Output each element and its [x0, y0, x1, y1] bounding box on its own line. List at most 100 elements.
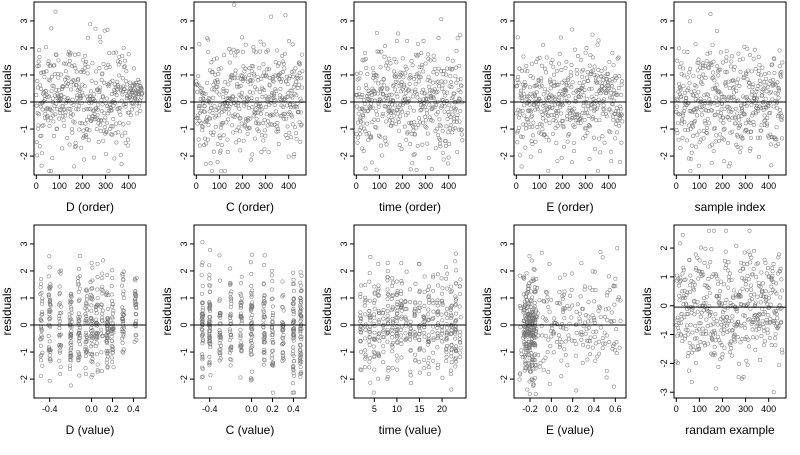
data-point	[776, 141, 781, 146]
data-point	[454, 80, 459, 85]
data-point	[698, 321, 703, 326]
data-point	[762, 71, 767, 76]
data-point	[228, 311, 233, 316]
data-point	[201, 100, 206, 105]
data-point	[408, 326, 413, 331]
data-point	[435, 298, 440, 303]
data-point	[753, 111, 758, 116]
data-point	[218, 150, 223, 155]
data-point	[290, 390, 295, 395]
data-point	[196, 104, 201, 109]
data-point	[443, 79, 448, 84]
data-point	[99, 109, 104, 114]
data-point	[138, 84, 143, 89]
data-point	[271, 93, 276, 98]
y-tick-label: 1	[19, 72, 29, 77]
data-point	[548, 86, 553, 91]
data-point	[593, 99, 598, 104]
data-point	[426, 307, 431, 312]
y-tick-label: 3	[179, 18, 189, 23]
data-point	[396, 117, 401, 122]
data-point	[367, 343, 372, 348]
data-point	[453, 302, 458, 307]
data-point	[386, 66, 391, 71]
data-point	[742, 250, 747, 255]
data-point	[546, 370, 551, 375]
data-point	[53, 87, 58, 92]
data-point	[764, 123, 769, 128]
x-tick-label: 0	[354, 181, 359, 191]
x-tick-label: 300	[578, 181, 593, 191]
data-point	[444, 306, 449, 311]
data-point	[87, 100, 92, 105]
data-point	[403, 91, 408, 96]
data-point	[530, 315, 535, 320]
data-point	[46, 118, 51, 123]
data-point	[761, 86, 766, 91]
data-point	[531, 267, 536, 272]
data-point	[599, 88, 604, 93]
data-point	[585, 130, 590, 135]
data-point	[578, 294, 583, 299]
data-point	[414, 125, 419, 130]
data-point	[244, 102, 249, 107]
data-point	[458, 329, 463, 334]
data-point	[586, 338, 591, 343]
data-point	[773, 91, 778, 96]
data-point	[557, 51, 562, 56]
data-point	[569, 338, 574, 343]
data-point	[388, 110, 393, 115]
data-point	[385, 261, 390, 266]
data-point	[291, 345, 296, 350]
data-point	[200, 374, 205, 379]
data-point	[425, 141, 430, 146]
data-point	[680, 271, 685, 276]
data-point	[574, 341, 579, 346]
data-point	[39, 352, 44, 357]
data-point	[542, 108, 547, 113]
data-point	[385, 377, 390, 382]
data-point	[262, 314, 267, 319]
data-point	[731, 288, 736, 293]
data-point	[280, 350, 285, 355]
data-point	[547, 105, 552, 110]
data-point	[584, 126, 589, 131]
data-point	[546, 138, 551, 143]
data-point	[687, 341, 692, 346]
data-point	[296, 76, 301, 81]
data-point	[377, 49, 382, 54]
data-point	[135, 87, 140, 92]
data-point	[38, 373, 43, 378]
data-point	[217, 347, 222, 352]
data-point	[435, 126, 440, 131]
data-point	[577, 311, 582, 316]
data-point	[562, 306, 567, 311]
data-point	[262, 128, 267, 133]
data-point	[756, 312, 761, 317]
data-point	[766, 296, 771, 301]
data-point	[294, 136, 299, 141]
data-point	[732, 64, 737, 69]
data-point	[678, 146, 683, 151]
data-point	[385, 104, 390, 109]
data-point	[39, 86, 44, 91]
data-point	[367, 308, 372, 313]
data-point	[557, 275, 562, 280]
data-point	[57, 116, 62, 121]
data-point	[391, 319, 396, 324]
data-point	[556, 109, 561, 114]
data-point	[282, 111, 287, 116]
data-point	[531, 276, 536, 281]
data-point	[583, 50, 588, 55]
data-point	[100, 271, 105, 276]
data-point	[126, 52, 131, 57]
data-point	[723, 301, 728, 306]
data-point	[134, 312, 139, 317]
data-point	[395, 367, 400, 372]
data-point	[211, 130, 216, 135]
data-point	[212, 87, 217, 92]
data-point	[367, 131, 372, 136]
data-point	[422, 315, 427, 320]
data-point	[753, 93, 758, 98]
